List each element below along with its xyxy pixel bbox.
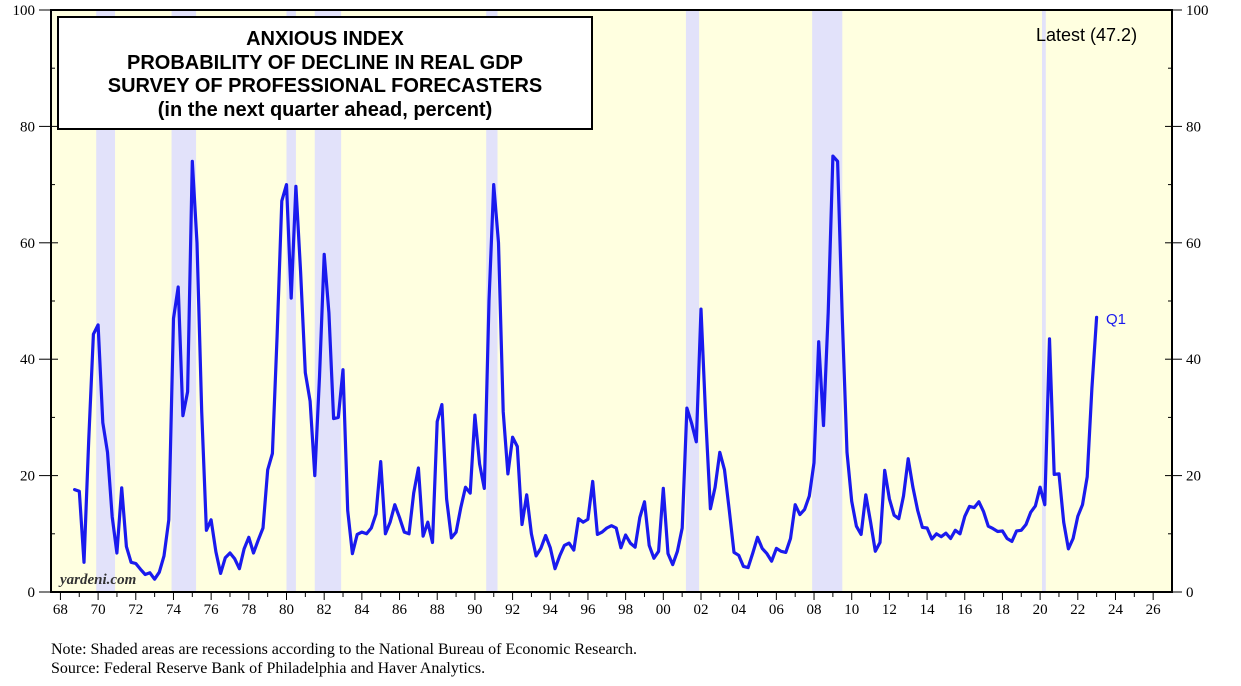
y-tick-label-right-40: 40: [1186, 352, 1201, 368]
x-tick-label-74: 74: [166, 602, 182, 618]
end-label-q1: Q1: [1106, 311, 1126, 328]
watermark: yardeni.com: [58, 572, 136, 588]
x-tick-label-22: 22: [1070, 602, 1085, 618]
recession-band-2: [286, 10, 296, 592]
x-tick-label-92: 92: [505, 602, 520, 618]
series-line-0: [73, 154, 1099, 581]
y-tick-label-right-0: 0: [1186, 585, 1194, 601]
x-tick-label-72: 72: [128, 602, 143, 618]
x-tick-label-88: 88: [430, 602, 445, 618]
x-tick-label-98: 98: [618, 602, 633, 618]
x-tick-label-96: 96: [580, 602, 596, 618]
x-tick-label-04: 04: [731, 602, 747, 618]
chart-title-box: ANXIOUS INDEX PROBABILITY OF DECLINE IN …: [57, 16, 593, 130]
x-tick-label-86: 86: [392, 602, 408, 618]
y-tick-label-right-60: 60: [1186, 236, 1201, 252]
y-tick-label-right-20: 20: [1186, 469, 1201, 485]
x-tick-label-16: 16: [957, 602, 973, 618]
x-tick-label-06: 06: [769, 602, 785, 618]
source-text: Source: Federal Reserve Bank of Philadel…: [51, 660, 486, 677]
title-line-2: PROBABILITY OF DECLINE IN REAL GDP: [127, 51, 523, 74]
x-tick-label-68: 68: [53, 602, 68, 618]
x-tick-label-90: 90: [467, 602, 482, 618]
y-tick-label-left-20: 20: [20, 469, 35, 485]
x-tick-label-08: 08: [807, 602, 822, 618]
x-tick-label-12: 12: [882, 602, 897, 618]
x-tick-label-10: 10: [844, 602, 859, 618]
x-tick-label-00: 00: [656, 602, 671, 618]
x-tick-label-18: 18: [995, 602, 1010, 618]
recession-band-5: [685, 10, 700, 592]
x-tick-label-78: 78: [241, 602, 256, 618]
title-line-4: (in the next quarter ahead, percent): [157, 98, 493, 121]
y-tick-label-left-80: 80: [20, 119, 35, 135]
x-tick-label-76: 76: [204, 602, 220, 618]
y-tick-label-left-100: 100: [13, 3, 36, 19]
y-tick-label-left-60: 60: [20, 236, 35, 252]
title-line-3: SURVEY OF PROFESSIONAL FORECASTERS: [107, 75, 543, 97]
x-tick-label-14: 14: [920, 602, 936, 618]
y-tick-label-left-0: 0: [28, 585, 36, 601]
recession-band-4: [486, 10, 498, 592]
y-tick-label-right-80: 80: [1186, 119, 1201, 135]
x-tick-label-82: 82: [317, 602, 332, 618]
y-tick-label-left-40: 40: [20, 352, 35, 368]
note-text: Note: Shaded areas are recessions accord…: [51, 641, 637, 658]
recession-band-0: [96, 10, 116, 592]
x-tick-label-26: 26: [1146, 602, 1162, 618]
x-tick-label-80: 80: [279, 602, 294, 618]
recession-band-7: [1042, 10, 1046, 592]
x-tick-label-84: 84: [354, 602, 370, 618]
x-tick-label-02: 02: [693, 602, 708, 618]
y-tick-label-right-100: 100: [1186, 3, 1209, 19]
x-tick-label-24: 24: [1108, 602, 1124, 618]
latest-value-label: Latest (47.2): [1036, 25, 1138, 45]
x-tick-label-94: 94: [543, 602, 559, 618]
x-tick-label-70: 70: [91, 602, 106, 618]
x-tick-label-20: 20: [1033, 602, 1048, 618]
title-line-1: ANXIOUS INDEX: [246, 28, 404, 50]
